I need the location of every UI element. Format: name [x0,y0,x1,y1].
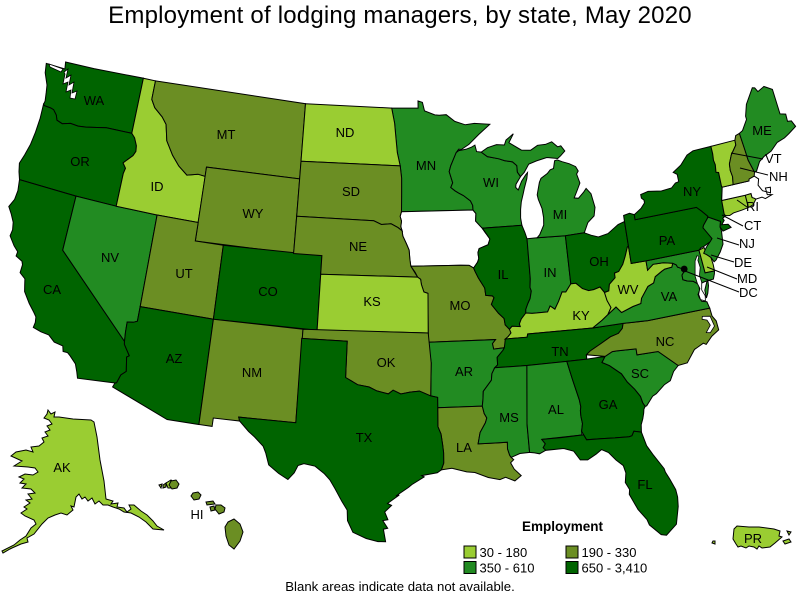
svg-text:NH: NH [769,169,788,184]
svg-text:VT: VT [765,151,782,166]
svg-text:MO: MO [450,298,471,313]
svg-text:Blank areas indicate data not: Blank areas indicate data not available. [285,579,514,594]
svg-text:AL: AL [548,402,564,417]
svg-text:RI: RI [746,199,759,214]
svg-text:VA: VA [661,289,678,304]
svg-text:NC: NC [656,334,675,349]
svg-text:OR: OR [70,154,90,169]
svg-text:SC: SC [631,366,649,381]
svg-text:NY: NY [683,184,701,199]
svg-text:PR: PR [744,531,762,546]
svg-text:350 - 610: 350 - 610 [480,561,535,576]
svg-text:OK: OK [377,355,396,370]
svg-text:NM: NM [242,365,262,380]
svg-text:DC: DC [739,285,758,300]
svg-text:AK: AK [53,460,71,475]
svg-text:FL: FL [637,477,652,492]
svg-text:Employment: Employment [522,519,604,534]
svg-text:ND: ND [336,125,355,140]
svg-text:ME: ME [752,123,772,138]
svg-text:MN: MN [416,158,436,173]
svg-text:IL: IL [498,267,509,282]
svg-text:LA: LA [456,440,472,455]
svg-text:WA: WA [84,93,105,108]
svg-text:SD: SD [342,184,360,199]
svg-text:AR: AR [455,364,473,379]
svg-text:PA: PA [659,233,676,248]
svg-text:DE: DE [734,255,752,270]
svg-text:30 - 180: 30 - 180 [480,545,528,560]
svg-text:AZ: AZ [166,351,183,366]
svg-text:650 - 3,410: 650 - 3,410 [582,561,648,576]
svg-text:190 - 330: 190 - 330 [582,545,637,560]
svg-text:TX: TX [356,430,373,445]
svg-text:WY: WY [243,206,264,221]
svg-text:MS: MS [499,410,519,425]
svg-text:OH: OH [589,254,609,269]
svg-text:WV: WV [618,282,639,297]
svg-text:MT: MT [217,127,236,142]
svg-text:HI: HI [191,507,204,522]
svg-text:KY: KY [572,308,590,323]
svg-text:Employment of lodging managers: Employment of lodging managers, by state… [108,2,692,29]
svg-text:CT: CT [744,218,761,233]
svg-text:GA: GA [599,397,618,412]
svg-text:NJ: NJ [739,236,755,251]
svg-text:MD: MD [737,271,757,286]
svg-text:MI: MI [553,207,567,222]
svg-text:CA: CA [43,282,61,297]
svg-text:NV: NV [101,250,119,265]
svg-text:NE: NE [349,239,367,254]
svg-text:ID: ID [151,179,164,194]
svg-text:TN: TN [551,344,568,359]
svg-text:IN: IN [544,265,557,280]
svg-text:CO: CO [258,284,278,299]
svg-text:WI: WI [483,175,499,190]
svg-text:KS: KS [363,294,381,309]
svg-text:UT: UT [175,266,192,281]
